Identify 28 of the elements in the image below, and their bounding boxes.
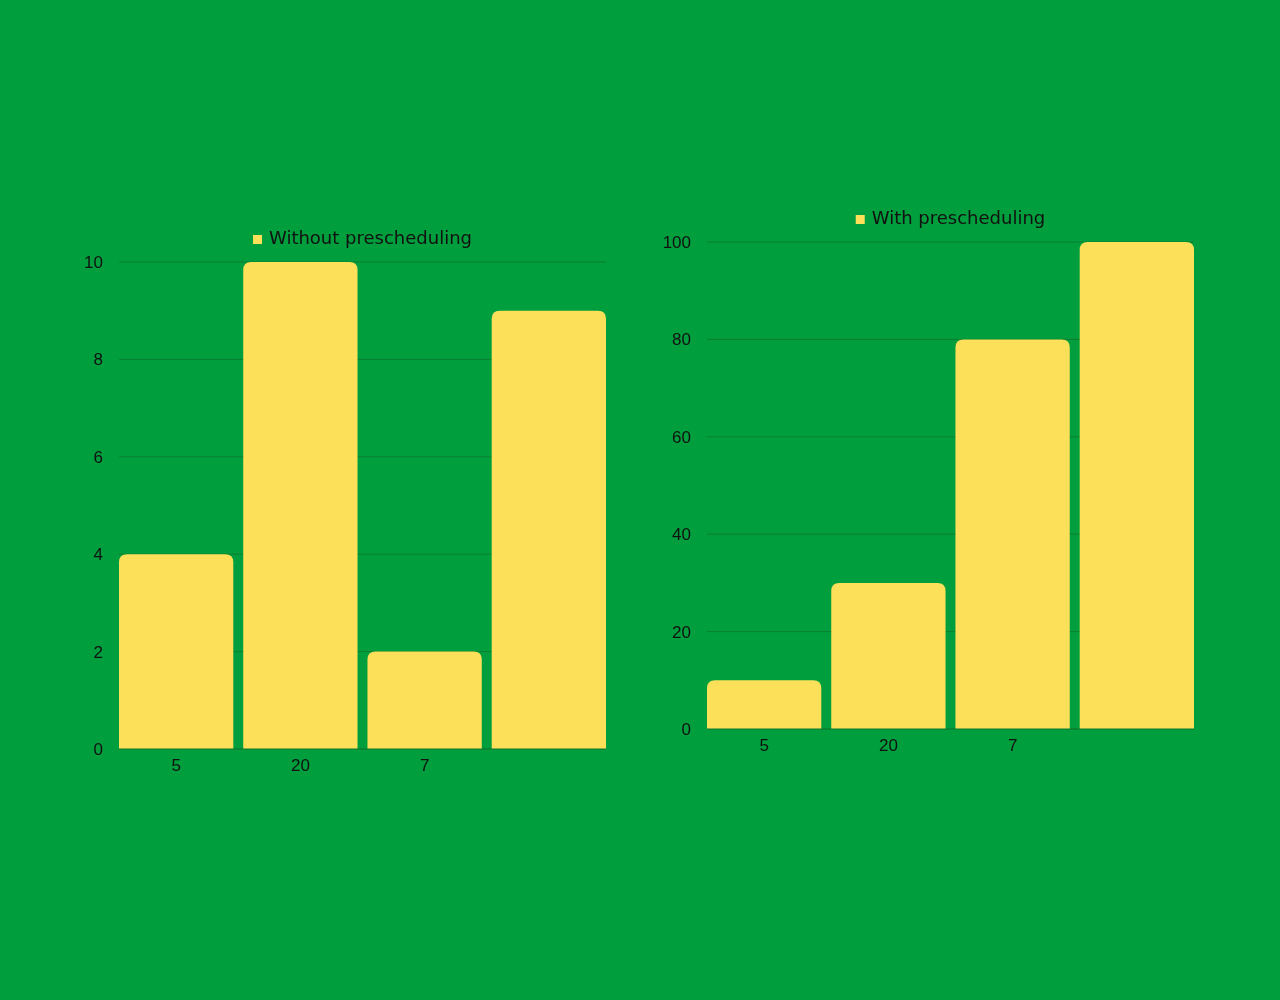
x-tick-label: 7 [1007, 736, 1018, 756]
bar [119, 554, 234, 749]
y-tick-label: 8 [93, 350, 103, 370]
y-tick-label: 80 [672, 330, 691, 350]
y-tick-label: 0 [681, 719, 691, 739]
x-tick-label: 5 [759, 736, 769, 756]
bar [491, 310, 606, 749]
y-tick-label: 20 [672, 622, 691, 642]
bar [831, 582, 946, 729]
y-tick-label: 0 [93, 739, 103, 759]
y-tick-label: 100 [662, 232, 691, 252]
y-tick-label: 2 [93, 642, 103, 662]
legend-label: With prescheduling [871, 207, 1046, 228]
x-tick-label: 5 [171, 756, 181, 776]
bar [707, 680, 822, 729]
y-tick-label: 10 [84, 252, 103, 272]
x-tick-label: 20 [878, 736, 898, 756]
x-tick-label: 7 [419, 756, 430, 776]
y-tick-label: 6 [93, 447, 103, 467]
x-tick-label: 20 [290, 756, 310, 776]
bar [955, 339, 1070, 729]
bar [243, 262, 358, 749]
y-tick-label: 60 [672, 427, 691, 447]
bar [367, 651, 482, 749]
y-tick-label: 40 [672, 525, 691, 545]
y-tick-label: 4 [93, 545, 103, 565]
bar [1079, 242, 1194, 729]
legend-label: Without prescheduling [268, 227, 473, 248]
